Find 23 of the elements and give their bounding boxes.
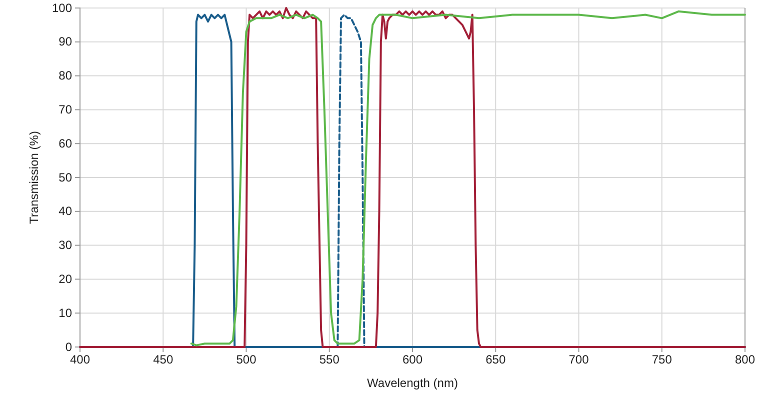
x-tick-label: 650 (486, 352, 506, 367)
x-tick-label: 550 (319, 352, 340, 367)
line-series (190, 10, 746, 346)
x-tick-label: 700 (568, 352, 590, 367)
x-tick-label: 400 (70, 352, 90, 367)
y-tick-label: 100 (52, 0, 72, 15)
y-tick-label: 30 (58, 238, 72, 252)
x-axis-title: Wavelength (nm) (367, 376, 458, 390)
x-tick-label: 450 (153, 352, 174, 367)
y-tick-label: 70 (58, 102, 72, 117)
y-tick-label: 80 (58, 68, 72, 83)
y-axis-title: Transmission (%) (27, 131, 41, 224)
y-tick-label: 10 (58, 306, 72, 320)
x-tick-label: 600 (402, 352, 423, 367)
y-tick-label: 50 (58, 170, 72, 184)
y-tick-label: 60 (58, 136, 72, 150)
x-tick-label: 800 (734, 352, 756, 367)
x-tick-label: 750 (652, 352, 672, 367)
y-tick-label: 0 (65, 340, 72, 354)
y-tick-label: 90 (58, 34, 72, 49)
y-tick-label: 40 (58, 204, 72, 218)
y-tick-label: 20 (58, 272, 72, 286)
x-tick-label: 500 (236, 352, 257, 367)
